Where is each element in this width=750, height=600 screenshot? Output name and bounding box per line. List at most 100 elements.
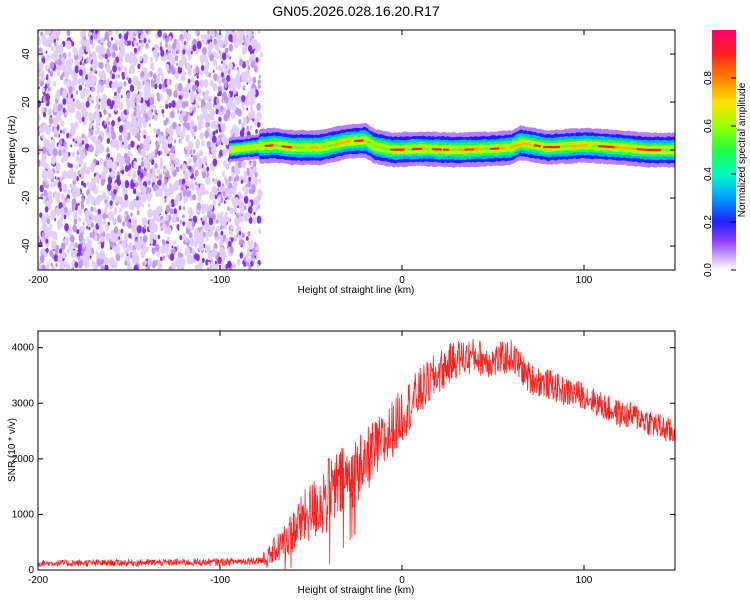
- noise-speck: [134, 97, 137, 101]
- noise-speck: [70, 69, 75, 77]
- noise-speck: [218, 50, 221, 54]
- noise-speck: [72, 138, 75, 142]
- noise-speck: [95, 148, 100, 156]
- noise-speck: [45, 93, 50, 102]
- noise-speck: [143, 85, 150, 96]
- noise-speck: [79, 69, 83, 76]
- noise-speck: [175, 42, 181, 52]
- noise-speck: [182, 221, 186, 227]
- noise-speck: [42, 111, 47, 118]
- noise-speck: [243, 175, 248, 184]
- noise-speck: [147, 257, 153, 267]
- noise-speck: [113, 242, 117, 247]
- noise-speck: [217, 256, 222, 265]
- noise-speck: [146, 191, 152, 201]
- noise-speck: [42, 147, 47, 155]
- noise-speck: [79, 169, 85, 179]
- noise-speck: [147, 187, 152, 194]
- noise-speck: [118, 66, 121, 71]
- noise-speck: [161, 109, 165, 114]
- noise-speck: [220, 67, 223, 72]
- noise-speck: [128, 132, 131, 136]
- noise-speck: [149, 238, 154, 245]
- noise-speck: [147, 72, 151, 78]
- noise-speck: [243, 170, 248, 177]
- noise-speck: [113, 95, 118, 103]
- noise-speck: [100, 258, 104, 265]
- noise-speck: [73, 78, 78, 86]
- noise-speck: [234, 96, 238, 101]
- noise-speck: [186, 134, 190, 140]
- noise-speck: [149, 123, 152, 128]
- noise-speck: [124, 144, 128, 150]
- noise-speck: [93, 234, 98, 242]
- noise-speck: [110, 169, 116, 178]
- noise-speck: [89, 255, 92, 259]
- noise-speck: [221, 72, 224, 78]
- colorbar-tick-label: 0.0: [703, 263, 714, 277]
- noise-speck: [250, 60, 255, 68]
- noise-speck: [100, 235, 105, 243]
- noise-speck: [44, 169, 48, 176]
- noise-speck: [212, 59, 218, 67]
- noise-speck: [137, 95, 142, 102]
- noise-speck: [52, 180, 57, 188]
- noise-speck: [227, 68, 231, 75]
- noise-speck: [52, 148, 58, 157]
- noise-speck: [88, 226, 91, 231]
- noise-speck: [109, 241, 114, 248]
- noise-speck: [72, 98, 75, 102]
- noise-speck: [174, 157, 180, 166]
- noise-speck: [105, 224, 109, 232]
- noise-speck: [212, 199, 217, 207]
- noise-speck: [111, 131, 116, 140]
- noise-speck: [81, 192, 85, 197]
- noise-speck: [181, 130, 186, 137]
- y-tick-label: 2000: [12, 454, 35, 465]
- noise-speck: [150, 80, 155, 88]
- noise-speck: [148, 179, 151, 185]
- noise-speck: [242, 44, 248, 54]
- noise-speck: [174, 139, 177, 144]
- noise-speck: [137, 147, 141, 154]
- noise-speck: [60, 43, 64, 49]
- noise-speck: [69, 167, 74, 175]
- x-tick-label: 100: [576, 275, 593, 286]
- noise-speck: [212, 130, 216, 136]
- noise-speck: [83, 259, 89, 268]
- noise-speck: [233, 263, 237, 269]
- noise-speck: [73, 211, 78, 219]
- noise-speck: [52, 81, 57, 87]
- noise-speck: [92, 215, 96, 221]
- noise-speck: [127, 40, 131, 46]
- noise-speck: [239, 59, 244, 67]
- noise-speck: [99, 62, 104, 70]
- noise-speck: [220, 122, 227, 132]
- noise-speck: [80, 90, 85, 100]
- noise-speck: [140, 168, 144, 174]
- noise-speck: [79, 61, 83, 66]
- noise-speck: [102, 219, 107, 226]
- noise-speck: [211, 247, 217, 258]
- y-tick-label: 0: [21, 147, 32, 153]
- noise-speck: [175, 256, 181, 265]
- noise-speck: [218, 202, 221, 207]
- noise-speck: [192, 44, 197, 52]
- noise-speck: [200, 98, 205, 106]
- noise-speck: [90, 162, 96, 172]
- noise-speck: [190, 65, 193, 69]
- noise-speck: [159, 46, 163, 51]
- noise-speck: [181, 30, 184, 33]
- noise-speck: [90, 34, 93, 40]
- noise-speck: [191, 84, 196, 92]
- noise-speck: [178, 59, 184, 68]
- noise-speck: [256, 111, 262, 121]
- noise-speck: [149, 105, 153, 111]
- noise-speck: [252, 216, 258, 225]
- noise-speck: [180, 253, 184, 259]
- noise-speck: [133, 200, 138, 208]
- noise-speck: [142, 53, 148, 64]
- noise-speck: [189, 106, 193, 114]
- noise-speck: [202, 220, 205, 226]
- noise-speck: [214, 260, 217, 265]
